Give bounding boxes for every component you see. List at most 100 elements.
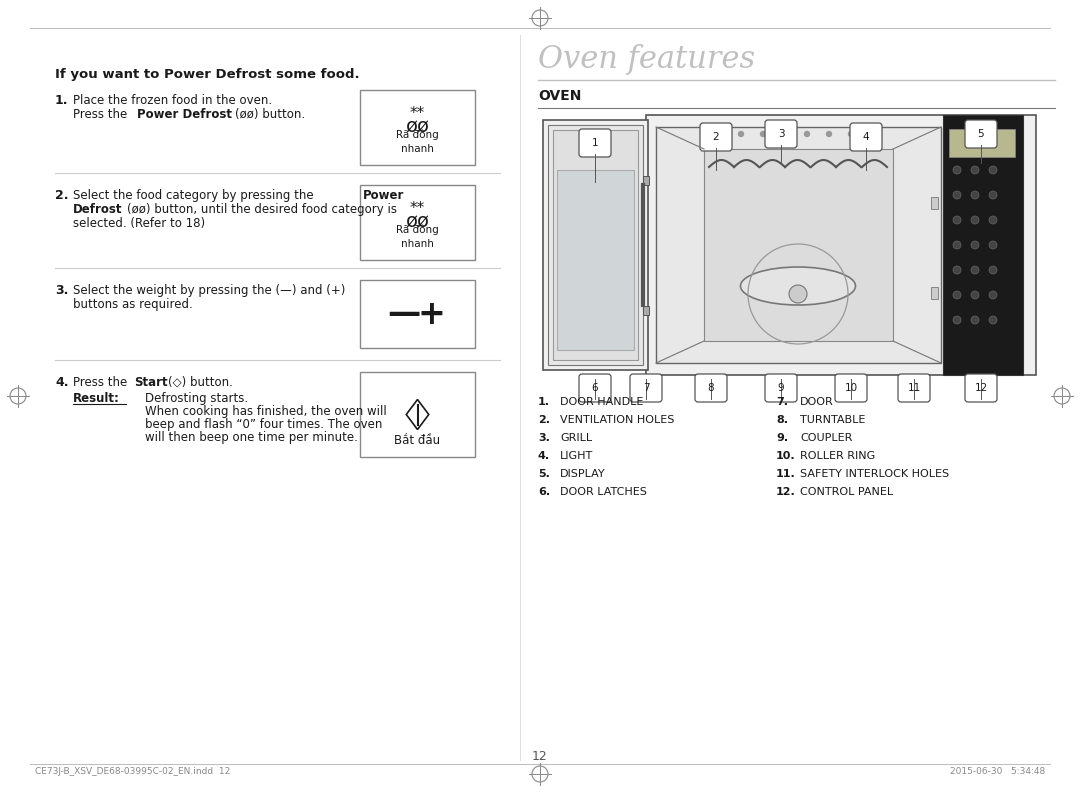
Text: 7.: 7. bbox=[777, 397, 788, 407]
Text: +: + bbox=[418, 298, 445, 330]
FancyBboxPatch shape bbox=[835, 374, 867, 402]
Text: 4.: 4. bbox=[55, 376, 68, 389]
FancyBboxPatch shape bbox=[949, 129, 1015, 157]
FancyBboxPatch shape bbox=[643, 176, 649, 185]
Circle shape bbox=[989, 241, 997, 249]
FancyBboxPatch shape bbox=[931, 287, 939, 299]
Text: 7: 7 bbox=[643, 383, 649, 393]
Text: 2: 2 bbox=[713, 132, 719, 142]
Circle shape bbox=[971, 166, 978, 174]
Text: 2.: 2. bbox=[55, 189, 68, 202]
Text: 5.: 5. bbox=[538, 469, 550, 479]
FancyBboxPatch shape bbox=[943, 115, 1023, 375]
Circle shape bbox=[953, 216, 961, 224]
FancyBboxPatch shape bbox=[360, 185, 475, 260]
Circle shape bbox=[971, 216, 978, 224]
Text: 5: 5 bbox=[977, 129, 984, 139]
Text: If you want to Power Defrost some food.: If you want to Power Defrost some food. bbox=[55, 68, 360, 81]
Polygon shape bbox=[406, 399, 429, 429]
Text: 8: 8 bbox=[707, 383, 714, 393]
FancyBboxPatch shape bbox=[704, 149, 893, 341]
Text: (øø) button.: (øø) button. bbox=[235, 108, 306, 121]
Text: 1: 1 bbox=[592, 138, 598, 148]
Circle shape bbox=[716, 131, 721, 136]
Text: øø: øø bbox=[405, 117, 430, 136]
Text: Defrosting starts.: Defrosting starts. bbox=[145, 392, 248, 405]
Text: DOOR HANDLE: DOOR HANDLE bbox=[561, 397, 644, 407]
FancyBboxPatch shape bbox=[553, 130, 638, 360]
Text: LIGHT: LIGHT bbox=[561, 451, 593, 461]
Text: Bắt đầu: Bắt đầu bbox=[394, 434, 441, 447]
Text: Place the frozen food in the oven.: Place the frozen food in the oven. bbox=[73, 94, 272, 107]
Text: 1.: 1. bbox=[538, 397, 550, 407]
Text: Select the food category by pressing the: Select the food category by pressing the bbox=[73, 189, 318, 202]
Text: Press the: Press the bbox=[73, 108, 131, 121]
Text: **: ** bbox=[410, 106, 426, 121]
Text: selected. (Refer to 18): selected. (Refer to 18) bbox=[73, 217, 205, 230]
Text: —: — bbox=[387, 298, 420, 330]
FancyBboxPatch shape bbox=[360, 372, 475, 457]
FancyBboxPatch shape bbox=[646, 115, 1036, 375]
Text: DOOR LATCHES: DOOR LATCHES bbox=[561, 487, 647, 497]
Text: Result:: Result: bbox=[73, 392, 120, 405]
Circle shape bbox=[739, 131, 743, 136]
Text: Power: Power bbox=[363, 189, 404, 202]
Text: 3.: 3. bbox=[538, 433, 550, 443]
Text: 2.: 2. bbox=[538, 415, 550, 425]
Text: Start: Start bbox=[134, 376, 167, 389]
FancyBboxPatch shape bbox=[696, 374, 727, 402]
Text: 3: 3 bbox=[778, 129, 784, 139]
Text: **: ** bbox=[410, 201, 426, 216]
Text: Rã đông
nhanh: Rã đông nhanh bbox=[396, 129, 438, 154]
Text: COUPLER: COUPLER bbox=[800, 433, 852, 443]
FancyBboxPatch shape bbox=[966, 120, 997, 148]
Text: Defrost: Defrost bbox=[73, 203, 122, 216]
Text: SAFETY INTERLOCK HOLES: SAFETY INTERLOCK HOLES bbox=[800, 469, 949, 479]
Circle shape bbox=[953, 166, 961, 174]
FancyBboxPatch shape bbox=[543, 120, 648, 370]
Circle shape bbox=[783, 131, 787, 136]
FancyBboxPatch shape bbox=[643, 306, 649, 315]
Text: 8.: 8. bbox=[777, 415, 788, 425]
Circle shape bbox=[953, 241, 961, 249]
Text: øø: øø bbox=[405, 212, 430, 231]
Text: (◇) button.: (◇) button. bbox=[168, 376, 233, 389]
Text: 9: 9 bbox=[778, 383, 784, 393]
FancyBboxPatch shape bbox=[931, 197, 939, 209]
Text: 12: 12 bbox=[532, 751, 548, 763]
FancyBboxPatch shape bbox=[897, 374, 930, 402]
Circle shape bbox=[849, 131, 853, 136]
Text: 12: 12 bbox=[974, 383, 987, 393]
Circle shape bbox=[789, 285, 807, 303]
Circle shape bbox=[953, 291, 961, 299]
Text: beep and flash “0” four times. The oven: beep and flash “0” four times. The oven bbox=[145, 418, 382, 431]
Text: DOOR: DOOR bbox=[800, 397, 834, 407]
FancyBboxPatch shape bbox=[656, 127, 941, 363]
Text: (øø) button, until the desired food category is: (øø) button, until the desired food cate… bbox=[127, 203, 397, 216]
Text: Power Defrost: Power Defrost bbox=[137, 108, 232, 121]
Ellipse shape bbox=[741, 267, 855, 305]
Text: TURNTABLE: TURNTABLE bbox=[800, 415, 865, 425]
Text: GRILL: GRILL bbox=[561, 433, 592, 443]
FancyBboxPatch shape bbox=[579, 129, 611, 157]
Text: 3.: 3. bbox=[55, 284, 68, 297]
Text: 1.: 1. bbox=[55, 94, 68, 107]
Text: 11.: 11. bbox=[777, 469, 796, 479]
Circle shape bbox=[971, 266, 978, 274]
Text: ROLLER RING: ROLLER RING bbox=[800, 451, 875, 461]
Text: Rã đông
nhanh: Rã đông nhanh bbox=[396, 224, 438, 249]
FancyBboxPatch shape bbox=[557, 170, 634, 350]
Circle shape bbox=[971, 291, 978, 299]
Text: 9.: 9. bbox=[777, 433, 788, 443]
Circle shape bbox=[760, 131, 766, 136]
FancyBboxPatch shape bbox=[548, 125, 643, 365]
FancyBboxPatch shape bbox=[850, 123, 882, 151]
Circle shape bbox=[989, 191, 997, 199]
Text: When cooking has finished, the oven will: When cooking has finished, the oven will bbox=[145, 405, 387, 418]
Text: 4: 4 bbox=[863, 132, 869, 142]
Text: CE73J-B_XSV_DE68-03995C-02_EN.indd  12: CE73J-B_XSV_DE68-03995C-02_EN.indd 12 bbox=[35, 767, 230, 775]
Circle shape bbox=[953, 266, 961, 274]
FancyBboxPatch shape bbox=[966, 374, 997, 402]
Circle shape bbox=[989, 291, 997, 299]
Circle shape bbox=[971, 316, 978, 324]
